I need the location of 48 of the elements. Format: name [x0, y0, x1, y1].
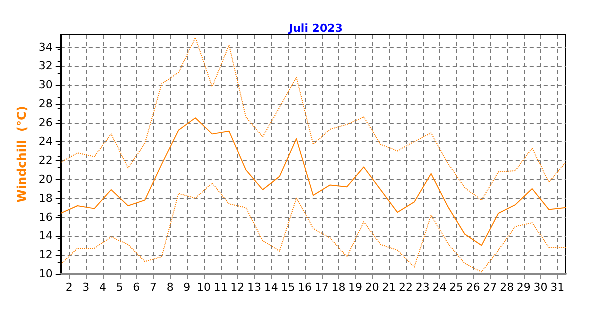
y-tick-label: 30	[38, 78, 53, 92]
chart-title: Juli 2023	[288, 22, 343, 35]
y-tick-label: 16	[38, 210, 53, 224]
y-tick-label: 18	[38, 192, 53, 205]
line-series	[60, 182, 566, 273]
x-tick-label: 31	[550, 281, 565, 294]
x-tick-label: 29	[516, 281, 531, 294]
y-tick-label: 20	[38, 173, 53, 186]
x-tick-label: 2	[66, 281, 73, 294]
x-tick-label: 27	[483, 281, 498, 294]
y-tick-label: 28	[38, 97, 53, 110]
x-tick-label: 12	[230, 281, 245, 294]
x-tick-label: 28	[500, 281, 514, 294]
x-tick-label: 4	[99, 281, 106, 294]
x-tick-label: 20	[365, 281, 380, 294]
y-tick-label: 34	[38, 40, 53, 54]
line-series	[60, 37, 566, 201]
x-tick-label: 3	[82, 281, 90, 294]
x-tick-label: 5	[116, 281, 124, 294]
x-tick-label: 14	[264, 281, 278, 294]
x-tick-label: 26	[466, 281, 480, 294]
line-series	[60, 118, 566, 246]
x-tick-label: 13	[248, 281, 262, 294]
y-tick-label: 32	[38, 60, 53, 73]
y-tick-label: 24	[38, 135, 53, 148]
x-tick-label: 24	[432, 281, 447, 294]
y-axis-title: Windchill (°C)	[15, 106, 29, 203]
x-tick-label: 16	[298, 281, 312, 294]
x-tick-label: 10	[197, 281, 212, 294]
y-tick-label: 14	[38, 230, 53, 243]
x-tick-label: 30	[534, 281, 548, 294]
x-tick-label: 11	[214, 281, 228, 294]
x-tick-label: 9	[184, 281, 191, 294]
x-tick-label: 15	[281, 281, 296, 294]
x-tick-label: 18	[332, 281, 346, 294]
x-tick-label: 17	[314, 281, 329, 294]
y-tick-label: 26	[38, 116, 53, 130]
x-tick-label: 23	[416, 281, 430, 294]
y-tick-label: 22	[38, 154, 53, 168]
x-tick-label: 7	[150, 281, 157, 294]
x-tick-label: 6	[133, 281, 140, 294]
x-tick-label: 21	[382, 281, 396, 294]
x-tick-label: 22	[399, 281, 414, 294]
y-tick-label: 12	[38, 248, 53, 262]
x-tick-label: 19	[348, 281, 363, 294]
x-tick-label: 25	[450, 281, 464, 294]
x-tick-label: 8	[166, 281, 174, 294]
y-tick-label: 10	[38, 268, 53, 280]
